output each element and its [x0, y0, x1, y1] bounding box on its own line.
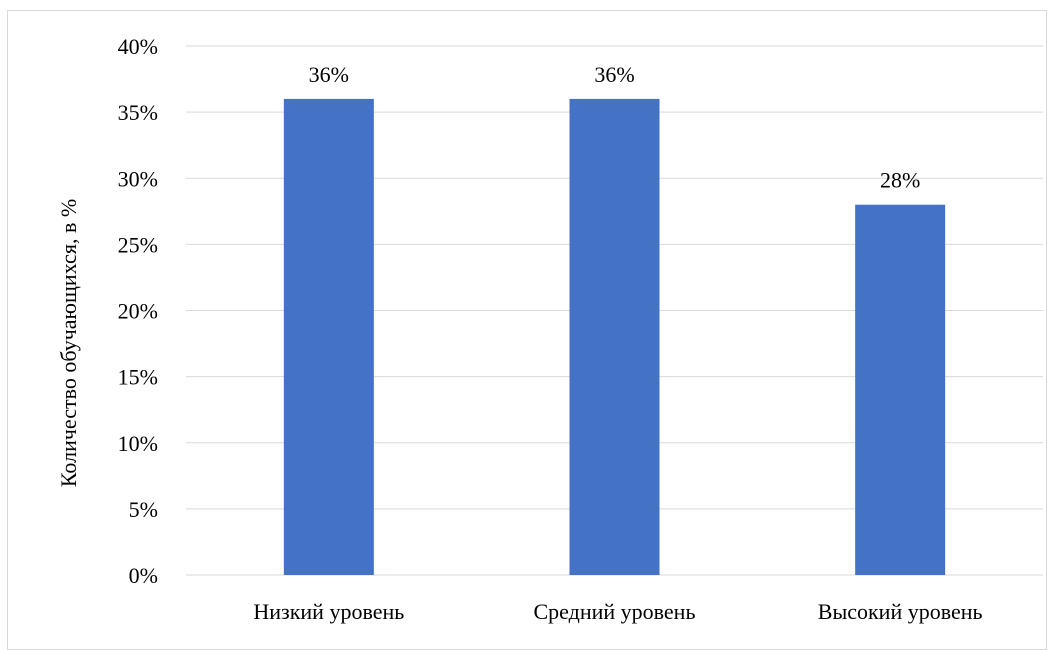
data-labels: 36% 36% 28%	[309, 62, 921, 193]
x-category-label: Высокий уровень	[818, 599, 983, 624]
y-axis-ticks: 0% 5% 10% 15% 20% 25% 30% 35% 40%	[118, 34, 158, 588]
bars	[283, 98, 946, 576]
x-category-label: Низкий уровень	[253, 599, 404, 624]
bar	[283, 98, 374, 576]
y-tick-label: 20%	[118, 299, 158, 324]
x-axis-categories: Низкий уровень Средний уровень Высокий уро…	[253, 599, 982, 624]
y-tick-label: 5%	[129, 497, 158, 522]
y-tick-label: 0%	[129, 563, 158, 588]
y-tick-label: 35%	[118, 100, 158, 125]
y-tick-label: 10%	[118, 431, 158, 456]
data-label: 36%	[309, 62, 349, 87]
y-tick-label: 25%	[118, 232, 158, 257]
y-tick-label: 30%	[118, 166, 158, 191]
y-axis-title: Количество обучающихся, в %	[56, 199, 81, 487]
x-category-label: Средний уровень	[534, 599, 696, 624]
bar	[855, 204, 946, 575]
y-tick-label: 40%	[118, 34, 158, 59]
data-label: 36%	[594, 62, 634, 87]
data-label: 28%	[880, 168, 920, 193]
bar	[569, 98, 660, 576]
bar-chart: 0% 5% 10% 15% 20% 25% 30% 35% 40% 36% 36% 28% Низк…	[56, 34, 1043, 624]
y-tick-label: 15%	[118, 365, 158, 390]
